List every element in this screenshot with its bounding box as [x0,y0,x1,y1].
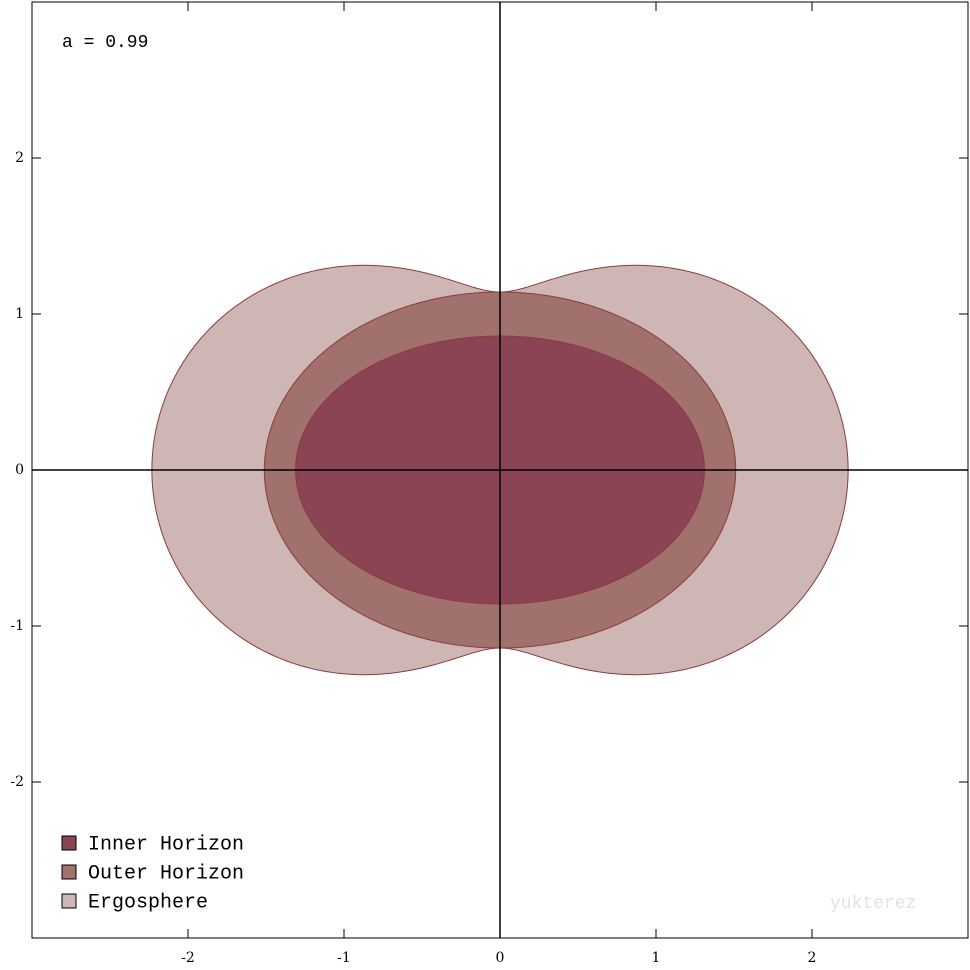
legend-label: Ergosphere [88,891,208,914]
x-tick-label: -2 [181,950,195,966]
legend-swatch [61,864,77,880]
annotation: a = 0.99 [62,33,148,53]
legend-swatch [61,893,77,909]
y-tick-label: -1 [10,618,24,634]
y-tick-label: 0 [15,462,24,478]
y-tick-label: 1 [15,306,24,322]
legend-label: Outer Horizon [88,862,244,885]
x-tick-label: -1 [337,950,351,966]
x-tick-label: 0 [496,950,505,966]
legend-label: Inner Horizon [88,833,244,856]
watermark: yukterez [830,894,916,914]
legend-swatch [61,835,77,851]
y-tick-label: -2 [10,774,24,790]
y-tick-label: 2 [15,150,24,166]
x-tick-label: 2 [808,950,817,966]
x-tick-label: 1 [652,950,661,966]
